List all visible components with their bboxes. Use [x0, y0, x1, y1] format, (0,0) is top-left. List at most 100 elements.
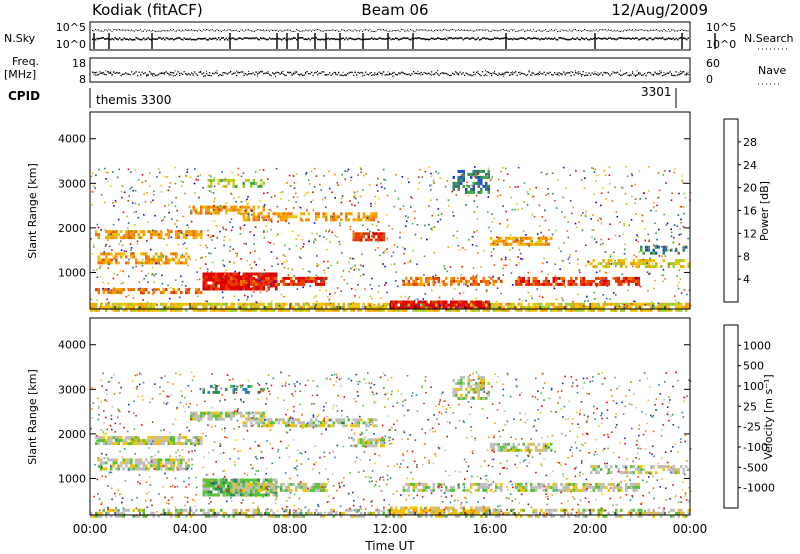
range-gate-cell — [615, 279, 618, 283]
nsearch-point — [345, 30, 347, 32]
scatter-point — [448, 204, 450, 207]
scatter-point — [405, 225, 407, 227]
scatter-point — [208, 174, 210, 176]
range-gate-cell — [265, 308, 268, 312]
scatter-point — [97, 226, 100, 229]
scatter-point — [438, 296, 441, 299]
freq-point — [627, 74, 629, 76]
freq-point — [224, 72, 226, 74]
nsearch-point — [548, 30, 549, 32]
station-title: Kodiak (fitACF) — [92, 1, 203, 19]
range-gate-cell — [317, 212, 320, 216]
nsearch-point — [246, 29, 248, 31]
scatter-point — [319, 289, 321, 292]
freq-point — [369, 72, 371, 74]
freq-point — [503, 73, 505, 75]
range-gate-cell — [540, 508, 543, 512]
scatter-point — [331, 231, 334, 233]
range-gate-cell — [672, 514, 675, 518]
range-gate-cell — [532, 508, 535, 512]
scatter-point — [263, 269, 266, 271]
scatter-point — [270, 228, 273, 231]
range-gate-cell — [225, 208, 228, 212]
freq-point — [560, 73, 562, 75]
range-gate-cell — [250, 287, 253, 291]
scatter-point — [189, 211, 192, 214]
range-gate-cell — [240, 511, 243, 515]
range-gate-cell — [610, 259, 613, 263]
scatter-point — [106, 298, 108, 301]
range-gate-cell — [225, 275, 228, 279]
scatter-point — [670, 235, 673, 238]
range-gate-cell — [637, 276, 640, 280]
range-gate-cell — [110, 439, 113, 443]
range-gate-cell — [625, 279, 628, 283]
range-gate-cell — [240, 208, 243, 212]
nave-point — [294, 70, 296, 72]
scatter-point — [415, 304, 418, 307]
nsearch-point — [413, 30, 414, 32]
range-gate-cell — [195, 291, 198, 295]
range-gate-cell — [622, 308, 625, 312]
freq-point — [122, 73, 124, 75]
range-gate-cell — [242, 287, 245, 291]
range-gate-cell — [487, 300, 490, 304]
scatter-point — [380, 186, 383, 188]
nsearch-point — [393, 30, 395, 31]
range-gate-cell — [177, 508, 180, 512]
scatter-point — [409, 206, 412, 208]
range-gate-cell — [345, 218, 348, 222]
range-gate-cell — [520, 236, 523, 240]
range-gate-cell — [147, 305, 150, 309]
range-gate-cell — [492, 305, 495, 309]
nsky-point — [539, 38, 541, 41]
range-gate-cell — [552, 308, 555, 312]
scatter-point — [584, 214, 587, 216]
range-gate-cell — [535, 242, 538, 246]
scatter-point — [677, 301, 680, 304]
nsky-point — [342, 37, 344, 39]
freq-point — [216, 72, 218, 74]
range-gate-cell — [95, 436, 98, 440]
scatter-point — [631, 185, 633, 187]
range-gate-cell — [495, 308, 498, 312]
scatter-point — [646, 271, 649, 273]
range-gate-cell — [370, 212, 373, 216]
range-gate-cell — [520, 308, 523, 312]
scatter-point — [312, 209, 315, 211]
range-gate-cell — [640, 259, 643, 263]
scatter-point — [307, 270, 310, 272]
scatter-point — [623, 223, 625, 225]
range-gate-cell — [112, 236, 115, 240]
nsky-point — [635, 37, 637, 39]
range-gate-cell — [165, 261, 168, 265]
range-gate-cell — [222, 284, 225, 288]
range-gate-cell — [407, 302, 410, 306]
nsearch-label: N.Search — [744, 32, 794, 45]
range-gate-cell — [462, 511, 465, 515]
range-gate-cell — [330, 508, 333, 512]
nsky-tick-high: 10^5 — [56, 21, 86, 34]
scatter-point — [611, 200, 614, 202]
nsearch-point — [402, 29, 404, 31]
range-gate-cell — [167, 305, 170, 309]
scatter-point — [251, 210, 253, 212]
scatter-point — [182, 243, 184, 246]
nsky-point — [656, 37, 658, 39]
nsky-point — [632, 37, 634, 39]
nsky-point — [626, 37, 628, 40]
range-gate-cell — [452, 184, 455, 188]
range-gate-cell — [260, 284, 263, 288]
scatter-point — [505, 210, 507, 213]
scatter-point — [350, 288, 353, 290]
range-gate-cell — [165, 302, 168, 306]
range-gate-cell — [387, 308, 390, 312]
range-gate-cell — [167, 230, 170, 234]
nsearch-point — [270, 29, 272, 31]
scatter-point — [480, 266, 482, 268]
range-gate-cell — [217, 278, 220, 282]
scatter-point — [424, 224, 426, 227]
range-gate-cell — [297, 302, 300, 306]
range-gate-cell — [582, 514, 585, 518]
nave-point — [531, 74, 533, 76]
